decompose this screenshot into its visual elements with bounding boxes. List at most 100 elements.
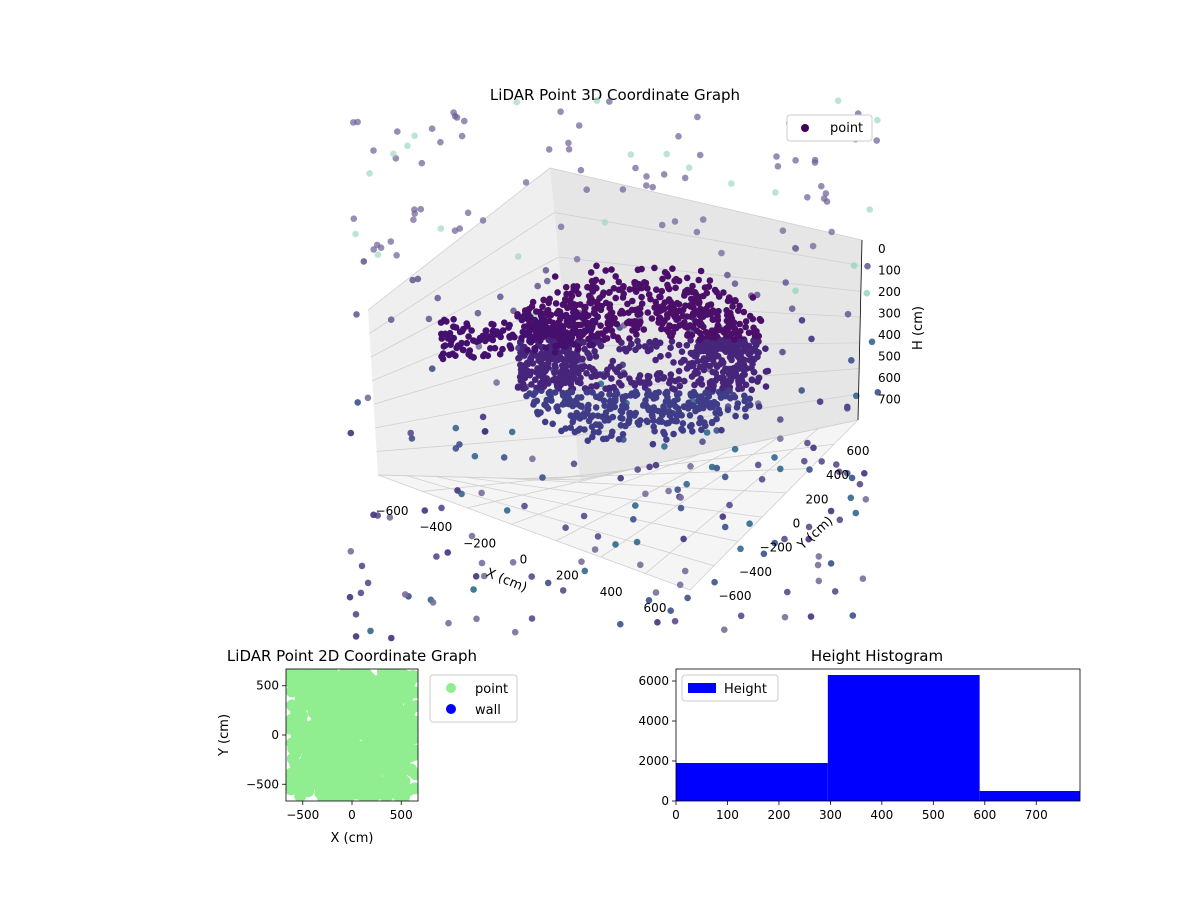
point-3d [694,295,702,302]
point-3d [670,430,677,438]
point-2d [337,669,350,681]
x-tick-label: 600 [644,601,667,615]
point-3d [626,375,633,383]
grid-line [551,443,835,480]
point-3d [622,403,629,410]
point-3d [856,480,864,488]
legend-2d-wall-marker [446,704,456,714]
point-3d [534,282,541,290]
point-2d [382,708,395,721]
y-tick-label: 200 [806,492,829,506]
point-3d [601,402,608,410]
point-3d [688,331,696,339]
point-3d [444,549,452,556]
point-3d [708,378,715,385]
point-3d [566,369,573,377]
point-3d [446,329,454,337]
point-3d [567,353,574,360]
point-3d [678,348,686,356]
point-3d [428,125,436,132]
point-3d [617,620,624,628]
point-2d [313,684,325,697]
point-3d [594,313,601,321]
point-3d [577,166,585,174]
point-3d [721,473,729,481]
x-tick-label: −500 [286,808,319,822]
point-3d [617,310,624,317]
point-3d [698,381,706,388]
point-3d [804,194,811,201]
point-3d [394,128,401,135]
point-3d [781,535,788,543]
point-3d [606,98,613,105]
point-2d [291,743,304,756]
point-3d [717,374,724,382]
point-3d [675,408,683,416]
point-3d [687,337,694,344]
point-3d [588,373,595,381]
point-3d [725,322,732,330]
point-3d [562,359,569,367]
point-3d [700,355,708,362]
point-3d [541,316,548,324]
point-3d [636,372,644,379]
point-3d [671,417,679,425]
point-3d [729,303,736,310]
point-3d [401,591,409,598]
point-3d [697,414,704,422]
point-3d [844,310,852,318]
grid-line [370,256,559,358]
grid-line [645,428,819,574]
point-3d [538,329,546,337]
point-3d [719,513,727,520]
point-3d [586,299,593,306]
point-3d [555,307,562,315]
point-3d [820,195,828,202]
z-ticks-3d: 0 100 200 300 400 500 600 700 [857,239,901,421]
point-3d [771,454,778,461]
z-tick-label: 700 [878,393,901,407]
point-3d [451,227,459,234]
point-3d [651,264,658,272]
point-2d [360,714,373,727]
point-3d [549,420,556,428]
point-3d [374,251,382,258]
point-3d [694,113,701,121]
point-3d [520,362,528,369]
point-3d [677,494,684,501]
point-3d [815,553,823,560]
point-3d [559,323,567,330]
point-3d [577,321,585,329]
point-3d [593,262,600,270]
point-3d [552,342,559,350]
point-3d [575,290,582,298]
point-3d [804,439,811,447]
point-3d [688,421,695,429]
point-3d [574,394,582,401]
point-3d [593,382,600,390]
point-3d [646,463,653,471]
point-3d [546,295,553,303]
point-3d [709,368,716,376]
point-3d [567,424,574,432]
point-3d [607,397,614,405]
point-3d [685,287,692,295]
point-2d [328,671,341,684]
point-3d [666,408,673,416]
point-2d [403,702,416,715]
point-3d [566,337,574,345]
point-3d [600,289,607,297]
point-3d [523,367,531,374]
point-3d [625,416,633,424]
point-3d [809,242,817,250]
point-3d [581,363,588,370]
point-3d [573,283,581,290]
point-2d [297,720,310,732]
point-3d [630,516,637,523]
point-3d [463,339,471,347]
point-3d [806,466,813,473]
y-tick-label: 0 [661,794,669,808]
point-3d [592,353,600,360]
points-2d [286,669,418,801]
histogram-bar [827,675,980,801]
